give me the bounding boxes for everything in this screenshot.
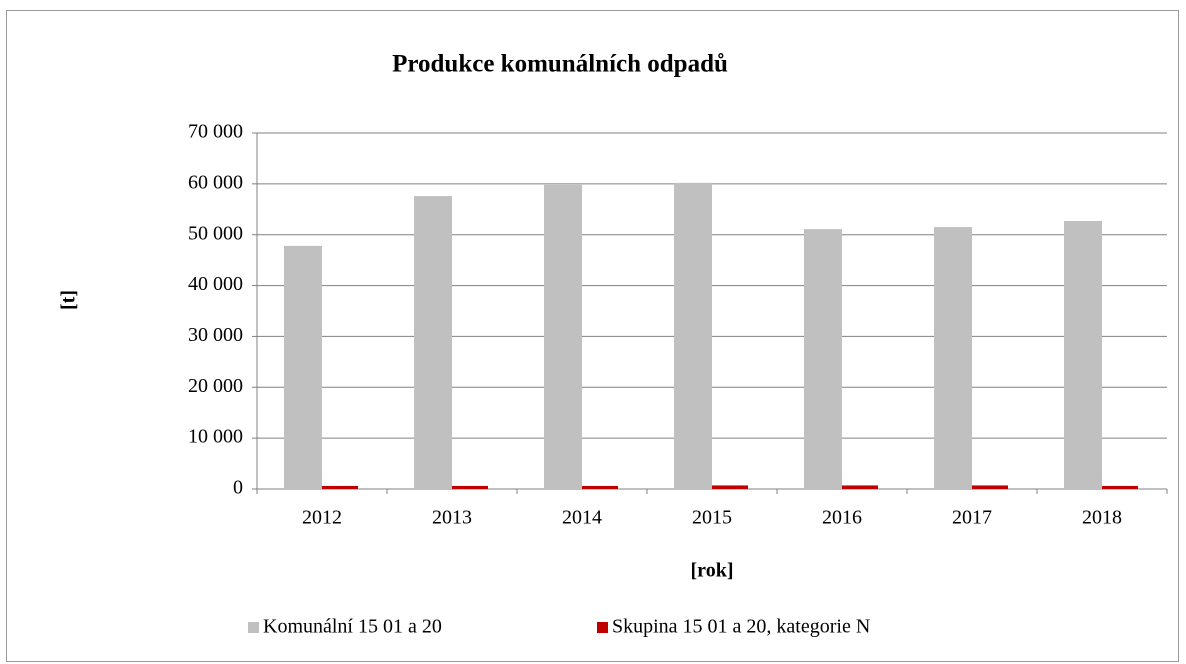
bar — [322, 485, 358, 489]
legend-swatch — [248, 622, 259, 633]
legend-label: Komunální 15 01 a 20 — [263, 616, 442, 638]
x-tick-label: 2012 — [302, 507, 342, 529]
y-tick-label: 40 000 — [188, 273, 243, 295]
x-tick-label: 2015 — [692, 507, 732, 529]
y-tick-label: 50 000 — [188, 222, 243, 244]
x-tick-label: 2018 — [1082, 507, 1122, 529]
bar — [934, 227, 972, 490]
bar — [972, 485, 1008, 489]
bar — [582, 485, 618, 489]
bar — [712, 485, 748, 489]
y-tick-label: 10 000 — [188, 426, 243, 448]
bar — [1064, 220, 1102, 490]
y-tick-label: 70 000 — [188, 121, 243, 143]
bar — [452, 485, 488, 489]
legend-swatch — [597, 622, 608, 633]
bar — [284, 245, 322, 489]
chart-title: Produkce komunálních odpadů — [392, 51, 728, 78]
bar — [414, 196, 452, 489]
y-tick-label: 0 — [233, 477, 243, 499]
bar — [842, 485, 878, 489]
y-axis-label: [t] — [58, 290, 80, 310]
x-axis-label: [rok] — [691, 560, 734, 582]
x-tick-label: 2013 — [432, 507, 472, 529]
y-tick-label: 30 000 — [188, 324, 243, 346]
y-tick-label: 20 000 — [188, 375, 243, 397]
x-tick-label: 2017 — [952, 507, 992, 529]
bar — [544, 184, 582, 490]
x-tick-label: 2014 — [562, 507, 602, 529]
bar — [1102, 485, 1138, 489]
x-tick-label: 2016 — [822, 507, 862, 529]
bar — [674, 182, 712, 489]
bar — [804, 229, 842, 489]
y-tick-label: 60 000 — [188, 171, 243, 193]
legend-label: Skupina 15 01 a 20, kategorie N — [612, 616, 870, 638]
